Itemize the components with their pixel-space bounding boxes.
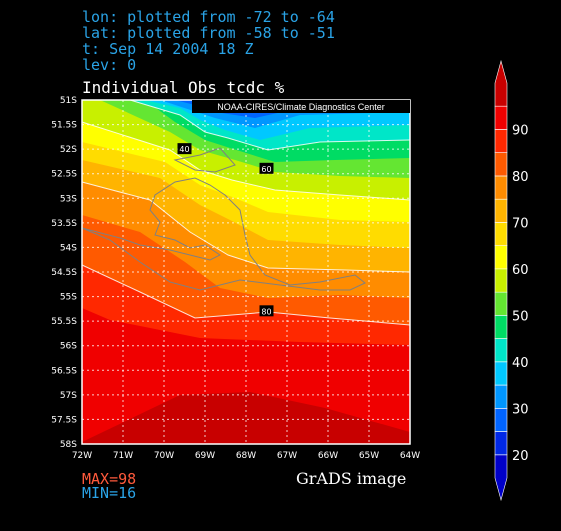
y-tick-label: 55.5S bbox=[51, 317, 77, 327]
plot-area: 40 60 80 NOAA-CIRES/Climate Diagnostics Ce… bbox=[81, 99, 411, 445]
colorbar-segment bbox=[494, 245, 508, 270]
x-tick-label: 65W bbox=[359, 451, 379, 461]
colorbar-segment bbox=[494, 431, 508, 456]
contour-50 bbox=[81, 121, 411, 201]
grads-image-label: GrADS image bbox=[296, 469, 407, 488]
x-tick-label: 70W bbox=[154, 451, 174, 461]
contour-lines bbox=[81, 99, 411, 326]
colorbar-label: 90 bbox=[512, 123, 529, 138]
colorbar-segment bbox=[494, 152, 508, 177]
colorbar-segment bbox=[494, 361, 508, 386]
credit-box bbox=[192, 100, 410, 113]
contour-label: 60 bbox=[261, 165, 271, 174]
colorbar-segment bbox=[494, 407, 508, 432]
colorbar-segment bbox=[494, 268, 508, 293]
tierra-del-fuego-coast bbox=[81, 177, 366, 291]
lon-range-text: lon: plotted from -72 to -64 bbox=[82, 8, 335, 26]
colorbar-segment bbox=[494, 291, 508, 316]
credit-text: NOAA-CIRES/Climate Diagnostics Center bbox=[217, 102, 385, 112]
y-tick-label: 57S bbox=[60, 391, 77, 401]
colorbar-segment bbox=[494, 129, 508, 154]
colorbar-label: 70 bbox=[512, 216, 529, 231]
colorbar-segment bbox=[494, 315, 508, 339]
contour-80 bbox=[81, 264, 411, 326]
y-tick-label: 56S bbox=[60, 342, 77, 352]
colorbar-segment bbox=[494, 338, 508, 363]
y-tick-label: 53.5S bbox=[51, 219, 77, 229]
colorbar-label: 30 bbox=[512, 402, 529, 417]
x-tick-label: 68W bbox=[236, 451, 256, 461]
x-tick-label: 66W bbox=[318, 451, 338, 461]
x-axis-ticks: 72W 71W 70W 69W 68W 67W 66W 65W 64W bbox=[72, 451, 420, 461]
colorbar-segment bbox=[494, 222, 508, 246]
colorbar-segment bbox=[494, 59, 508, 107]
y-tick-label: 58S bbox=[60, 440, 77, 450]
time-text: t: Sep 14 2004 18 Z bbox=[82, 40, 254, 58]
colorbar-segment bbox=[494, 198, 508, 223]
colorbar-label: 60 bbox=[512, 263, 529, 278]
contour-label: 40 bbox=[179, 145, 189, 154]
island-outline bbox=[173, 147, 236, 173]
contour-label-box bbox=[259, 162, 274, 174]
colorbar-segment bbox=[494, 175, 508, 200]
grid-lines bbox=[82, 100, 410, 444]
contour-label-box bbox=[177, 143, 192, 155]
contour-label-box bbox=[259, 305, 274, 317]
y-tick-label: 52.5S bbox=[51, 170, 77, 180]
y-tick-label: 53S bbox=[60, 194, 77, 204]
y-axis-ticks: 51S 51.5S 52S 52.5S 53S 53.5S 54S 54.5S 55S 55.5S… bbox=[51, 96, 77, 450]
level-text: lev: 0 bbox=[82, 56, 137, 74]
x-tick-label: 67W bbox=[277, 451, 297, 461]
x-tick-label: 71W bbox=[113, 451, 133, 461]
chart-title: Individual Obs tcdc % bbox=[82, 78, 285, 97]
x-tick-label: 64W bbox=[400, 451, 420, 461]
y-tick-label: 52S bbox=[60, 145, 77, 155]
colorbar-segment bbox=[494, 105, 508, 130]
y-tick-label: 56.5S bbox=[51, 366, 77, 376]
colorbar-label: 80 bbox=[512, 170, 529, 185]
x-tick-label: 72W bbox=[72, 451, 92, 461]
coastline bbox=[81, 147, 366, 291]
y-tick-label: 54.5S bbox=[51, 268, 77, 278]
max-value-text: MAX=98 bbox=[82, 470, 137, 488]
colorbar-segment bbox=[494, 454, 508, 502]
colorbar-labels: 20 30 40 50 60 70 80 90 bbox=[512, 123, 529, 463]
contour-60 bbox=[81, 181, 411, 273]
contour-label: 80 bbox=[261, 307, 271, 316]
colorbar-label: 40 bbox=[512, 356, 529, 371]
y-tick-label: 54S bbox=[60, 243, 77, 253]
colorbar-label: 50 bbox=[512, 309, 529, 324]
lat-range-text: lat: plotted from -58 to -51 bbox=[82, 24, 335, 42]
colorbar bbox=[494, 59, 508, 502]
y-tick-label: 57.5S bbox=[51, 415, 77, 425]
y-tick-label: 51S bbox=[60, 96, 77, 106]
colorbar-label: 20 bbox=[512, 449, 529, 464]
contour-labels: 40 60 80 bbox=[177, 143, 274, 317]
colorbar-segment bbox=[494, 384, 508, 409]
min-value-text: MIN=16 bbox=[82, 484, 137, 502]
y-tick-label: 51.5S bbox=[51, 121, 77, 131]
contour-40 bbox=[129, 99, 411, 151]
y-tick-label: 55S bbox=[60, 293, 77, 303]
x-tick-label: 69W bbox=[195, 451, 215, 461]
